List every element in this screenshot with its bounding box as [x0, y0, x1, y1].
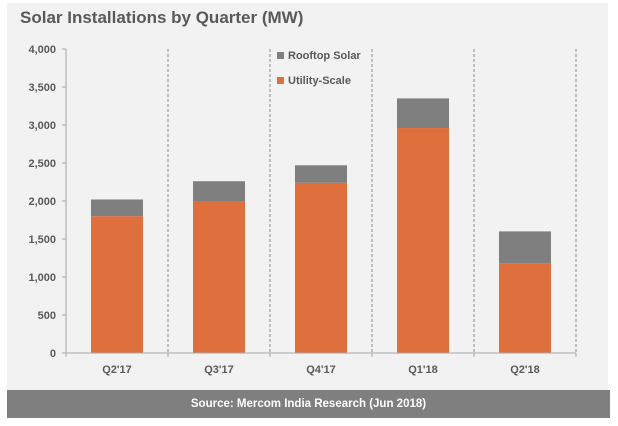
legend-swatch [277, 52, 284, 59]
bar-rooftop-solar-3 [397, 98, 449, 129]
y-tick-label: 500 [38, 310, 56, 322]
legend-label: Rooftop Solar [288, 50, 361, 62]
bar-series [91, 98, 551, 353]
y-tick-label: 3,500 [28, 82, 56, 94]
legend: Rooftop Solar Utility-Scale [277, 50, 361, 87]
bar-utility-scale-0 [91, 216, 143, 353]
y-tick-label: 0 [50, 348, 56, 360]
legend-swatch [277, 77, 284, 84]
bar-rooftop-solar-2 [295, 165, 347, 183]
y-axis-ticks: 0 500 1,000 1,500 2,000 2,500 3,000 3,500 4,000 [28, 44, 66, 360]
chart-title: Solar Installations by Quarter (MW) [20, 8, 304, 27]
x-axis-ticks: Q2'17 Q3'17 Q4'17 Q1'18 Q2'18 [65, 353, 577, 376]
y-tick-label: 1,000 [28, 272, 56, 284]
y-tick-label: 2,000 [28, 196, 56, 208]
y-tick-label: 4,000 [28, 44, 56, 56]
x-tick-label: Q4'17 [306, 364, 336, 376]
source-footer: Source: Mercom India Research (Jun 2018) [7, 390, 610, 418]
bar-utility-scale-3 [397, 128, 449, 353]
category-separators [167, 49, 577, 353]
x-tick-label: Q1'18 [408, 364, 438, 376]
bar-utility-scale-4 [499, 263, 551, 353]
y-tick-label: 1,500 [28, 234, 56, 246]
bar-rooftop-solar-1 [193, 181, 245, 201]
x-tick-label: Q2'18 [510, 364, 540, 376]
legend-label: Utility-Scale [288, 75, 351, 87]
y-tick-label: 2,500 [28, 158, 56, 170]
bar-rooftop-solar-0 [91, 199, 143, 217]
y-tick-label: 3,000 [28, 120, 56, 132]
bar-utility-scale-2 [295, 182, 347, 353]
bar-utility-scale-1 [193, 201, 245, 353]
x-tick-label: Q3'17 [204, 364, 234, 376]
bar-rooftop-solar-4 [499, 231, 551, 264]
x-tick-label: Q2'17 [102, 364, 132, 376]
